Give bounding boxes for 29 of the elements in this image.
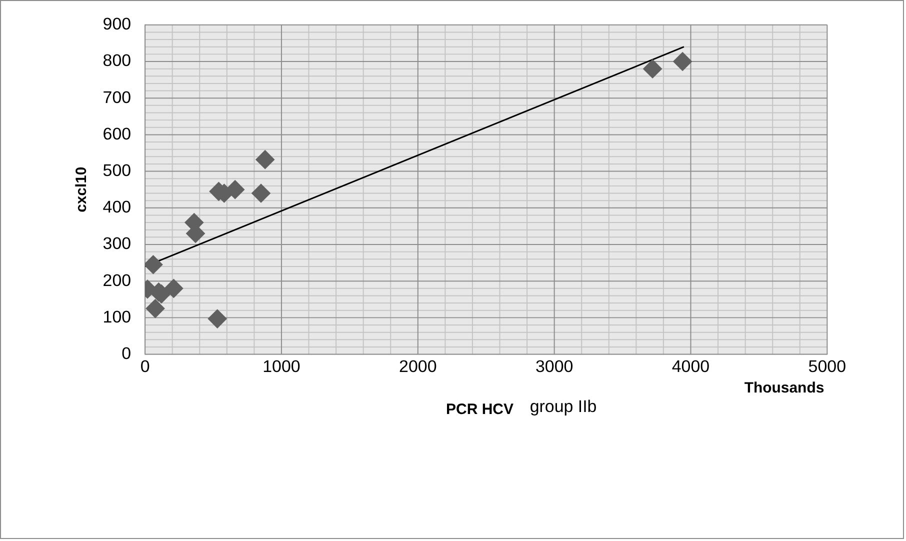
y-tick-label: 100 — [102, 307, 132, 326]
y-tick-label: 900 — [102, 14, 132, 34]
point — [208, 309, 227, 328]
y-tick-label: 600 — [102, 124, 132, 144]
point — [226, 180, 245, 200]
y-tick-label: 400 — [102, 198, 132, 217]
text: group IIb — [530, 397, 597, 416]
x-tick-label: 0 — [140, 357, 150, 376]
x-tick-label: 4000 — [672, 357, 710, 376]
x-tick-label: 3000 — [535, 357, 574, 376]
point — [146, 299, 165, 318]
x-tick-label: 5000 — [808, 357, 846, 376]
point — [164, 278, 184, 298]
y-tick-label: 300 — [102, 234, 132, 254]
x-tick-label: 1000 — [262, 357, 300, 376]
point — [252, 184, 270, 203]
x-axis-title: PCR HCV — [446, 401, 514, 418]
y-tick-label: 500 — [102, 160, 132, 180]
y-tick-label: 0 — [122, 344, 132, 363]
x-tick-label: 2000 — [399, 357, 437, 376]
point — [643, 59, 662, 78]
point — [673, 52, 692, 71]
y-tick-label: 700 — [102, 88, 132, 107]
y-tick-label: 800 — [102, 51, 132, 70]
text: Thousands — [744, 380, 824, 397]
point — [256, 150, 275, 170]
point — [145, 255, 163, 274]
y-axis-title: cxcl10 — [72, 166, 90, 212]
y-tick-label: 200 — [102, 270, 132, 290]
